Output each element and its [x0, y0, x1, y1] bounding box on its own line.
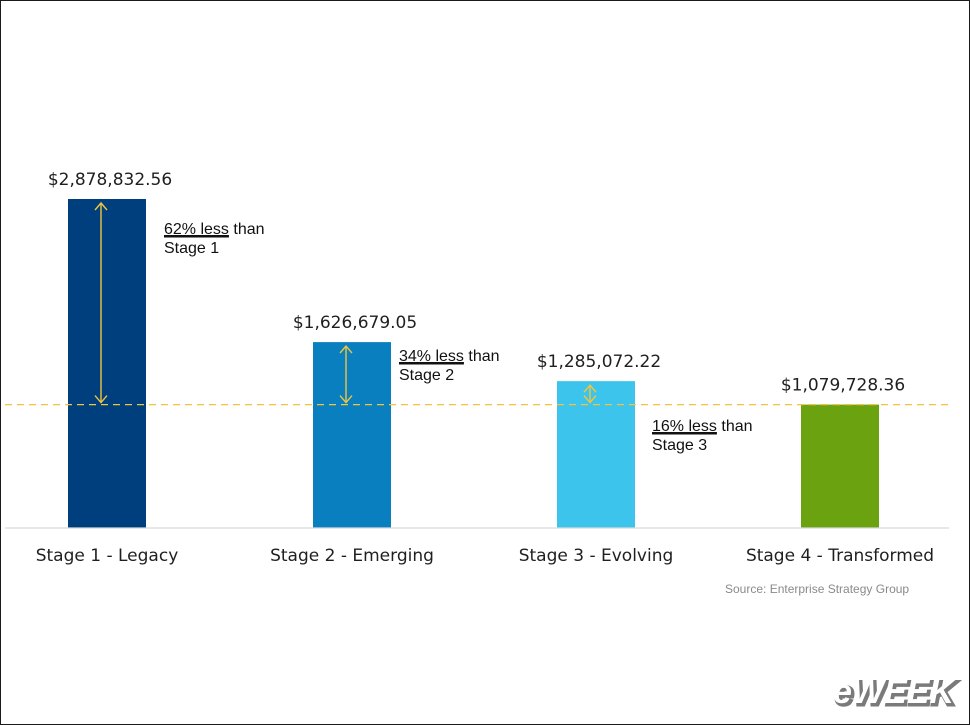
value-label-stage-2: $1,626,679.05 — [293, 313, 417, 333]
bar-stage-2 — [313, 342, 391, 528]
svg-text:eWEEK: eWEEK — [835, 675, 958, 713]
difference-arrow-stage-2 — [339, 345, 353, 404]
annotation-rest: than — [717, 418, 753, 435]
difference-arrows-layer — [94, 201, 597, 404]
bar-stage-3 — [557, 381, 635, 528]
annotation-rest: than — [464, 348, 500, 365]
annotation-rest: than — [229, 221, 265, 238]
annotation-line1: 62% less than — [164, 221, 265, 238]
eweek-logo: eWEEK eWEEK — [833, 673, 960, 715]
bar-stage-1 — [68, 199, 146, 528]
category-label-stage-1: Stage 1 - Legacy — [36, 546, 179, 566]
annotation-line2: Stage 3 — [652, 437, 707, 454]
annotation-line1: 16% less than — [652, 418, 753, 435]
source-note: Source: Enterprise Strategy Group — [725, 582, 909, 596]
annotations-layer: 62% less than Stage 1 34% less than Stage 2… — [164, 221, 753, 454]
annotation-underlined: 16% less — [652, 418, 717, 435]
value-label-stage-4: $1,079,728.36 — [781, 376, 905, 396]
value-label-stage-3: $1,285,072.22 — [537, 352, 661, 372]
annotation-underlined: 34% less — [399, 348, 464, 365]
annotation-line1: 34% less than — [399, 348, 500, 365]
annotation-stage-2: 34% less than Stage 2 — [399, 348, 500, 384]
source-cover — [701, 573, 961, 584]
annotation-line2: Stage 1 — [164, 240, 219, 257]
annotation-stage-3: 16% less than Stage 3 — [652, 418, 753, 454]
labels-layer: $2,878,832.56 Stage 1 - Legacy $1,626,679.… — [36, 170, 934, 566]
value-label-stage-1: $2,878,832.56 — [48, 170, 172, 190]
annotation-line2: Stage 2 — [399, 367, 454, 384]
bar-stage-4 — [801, 404, 879, 528]
category-label-stage-4: Stage 4 - Transformed — [746, 546, 934, 566]
category-label-stage-2: Stage 2 - Emerging — [270, 546, 434, 566]
bars-layer — [68, 199, 879, 528]
annotation-underlined: 62% less — [164, 221, 229, 238]
category-label-stage-3: Stage 3 - Evolving — [519, 546, 674, 566]
annotation-stage-1: 62% less than Stage 1 — [164, 221, 265, 257]
difference-arrow-stage-1 — [94, 201, 108, 404]
svg-text:eWEEK: eWEEK — [833, 673, 956, 711]
difference-arrow-stage-3 — [583, 384, 597, 404]
